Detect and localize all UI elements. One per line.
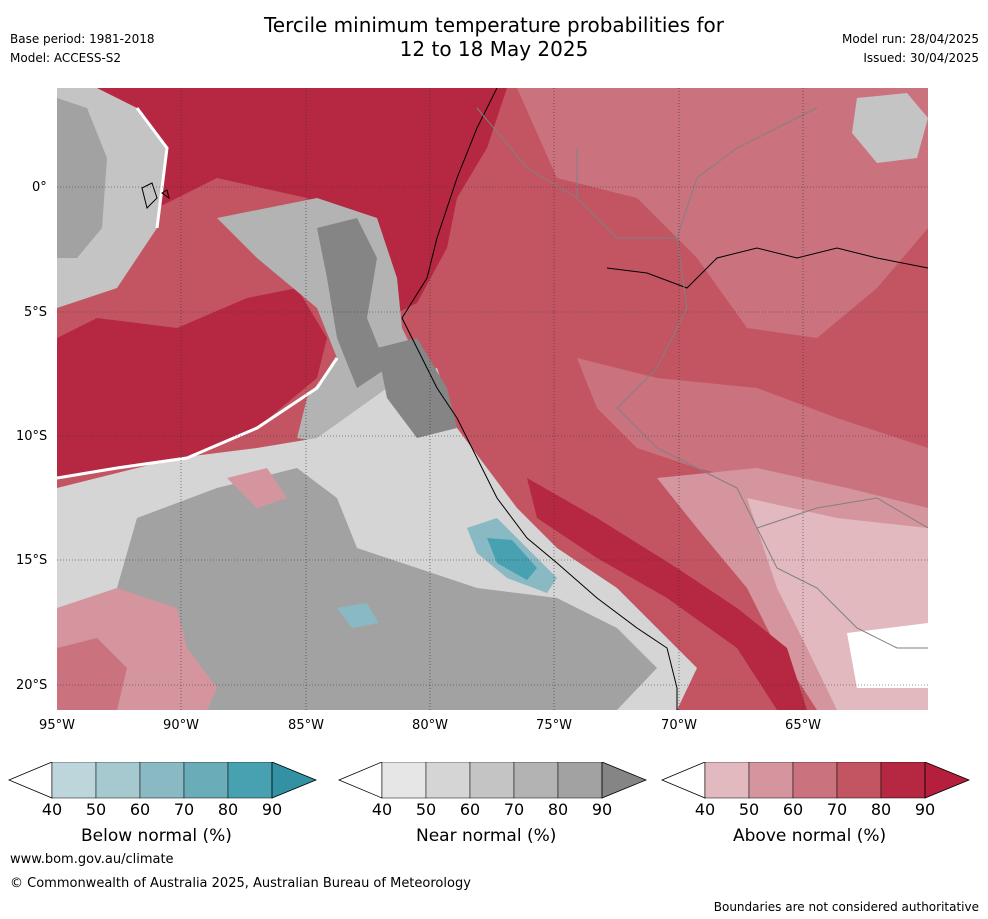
above-tick-label: 70	[826, 800, 848, 819]
near-tick-label: 40	[371, 800, 393, 819]
above-colorbar-cell	[880, 762, 926, 799]
contour-40-line	[57, 107, 339, 480]
near-colorbar-high-extend	[601, 762, 648, 799]
below-tick-label: 60	[129, 800, 151, 819]
above-90-northwest	[57, 88, 507, 318]
legend-below-normal-colorbar	[8, 762, 318, 799]
lon-label-95w: 95°W	[39, 718, 75, 733]
near-colorbar-cell	[425, 762, 471, 799]
legend-above-normal-colorbar	[661, 762, 971, 799]
above-tick-label: 80	[870, 800, 892, 819]
below-colorbar-cells	[8, 762, 318, 799]
above-60-southwest	[57, 638, 127, 710]
lon-label-85w: 85°W	[288, 718, 324, 733]
below-colorbar-cell	[95, 762, 141, 799]
graticule	[57, 88, 928, 710]
below-colorbar-low-extend	[8, 762, 53, 799]
near-colorbar-cells	[338, 762, 648, 799]
above-tick-label: 60	[782, 800, 804, 819]
lon-label-80w: 80°W	[412, 718, 448, 733]
legend-near-title: Near normal (%)	[416, 826, 557, 846]
below-tick-label: 80	[217, 800, 239, 819]
below-colorbar-cell	[51, 762, 97, 799]
model-name: Model: ACCESS-S2	[10, 51, 122, 65]
galapagos-islands	[141, 182, 170, 209]
above-colorbar-cells	[661, 762, 971, 799]
below-tick-label: 50	[85, 800, 107, 819]
above-tick-label: 40	[694, 800, 716, 819]
below-tick-label: 90	[261, 800, 283, 819]
lat-label-20s: 20°S	[16, 678, 48, 693]
model-run: Model run: 28/04/2025	[841, 32, 979, 46]
near-90-tongue	[317, 218, 387, 388]
below-tick-label: 40	[41, 800, 63, 819]
above-50-ocean-patch	[227, 468, 287, 508]
above-colorbar-low-extend	[661, 762, 706, 799]
lat-label-15s: 15°S	[16, 553, 48, 568]
below-colorbar-cell	[227, 762, 273, 799]
below-tick-label: 70	[173, 800, 195, 819]
white-southeast	[847, 623, 928, 688]
near-90-coast	[377, 338, 457, 438]
near-tick-label: 50	[415, 800, 437, 819]
lon-label-75w: 75°W	[536, 718, 572, 733]
near-80-west	[57, 98, 107, 258]
country-borders	[476, 107, 928, 649]
near-tick-label: 70	[503, 800, 525, 819]
near-colorbar-cell	[513, 762, 559, 799]
above-70-interior	[517, 88, 928, 338]
near-tick-label: 60	[459, 800, 481, 819]
near-80-south	[117, 468, 657, 710]
coastline	[401, 88, 678, 710]
above-90-andes	[527, 478, 807, 710]
above-colorbar-cell	[836, 762, 882, 799]
lat-label-0: 0°	[32, 180, 47, 195]
lat-label-5s: 5°S	[24, 305, 48, 320]
near-colorbar-cell	[469, 762, 515, 799]
near-colorbar-cell	[381, 762, 427, 799]
below-colorbar-cell	[183, 762, 229, 799]
near-tick-label: 80	[547, 800, 569, 819]
issued-date: Issued: 30/04/2025	[863, 51, 979, 65]
boundary-disclaimer: Boundaries are not considered authoritat…	[713, 900, 979, 914]
above-tick-label: 90	[914, 800, 936, 819]
above-colorbar-cell	[792, 762, 838, 799]
lon-label-90w: 90°W	[163, 718, 199, 733]
legend-above-title: Above normal (%)	[733, 826, 887, 846]
amazon-river	[606, 247, 928, 289]
above-colorbar-cell	[704, 762, 750, 799]
below-normal-ocean	[337, 603, 379, 628]
below-80-peru-coast	[487, 538, 537, 580]
near-normal-northeast	[852, 93, 928, 163]
below-colorbar-cell	[139, 762, 185, 799]
near-colorbar-cell	[557, 762, 603, 799]
above-colorbar-high-extend	[924, 762, 971, 799]
near-normal-north-tongue	[217, 198, 437, 448]
base-period: Base period: 1981-2018	[10, 32, 155, 46]
map-title-line2: 12 to 18 May 2025	[399, 37, 589, 61]
above-tick-label: 50	[738, 800, 760, 819]
lat-label-10s: 10°S	[16, 429, 48, 444]
probability-map	[57, 88, 928, 710]
near-colorbar-low-extend	[338, 762, 383, 799]
map-title-line1: Tercile minimum temperature probabilitie…	[263, 13, 725, 37]
legend-below-title: Below normal (%)	[81, 826, 232, 846]
lon-label-70w: 70°W	[661, 718, 697, 733]
website-link[interactable]: www.bom.gov.au/climate	[10, 852, 174, 867]
below-colorbar-high-extend	[271, 762, 318, 799]
lon-label-65w: 65°W	[785, 718, 821, 733]
above-colorbar-cell	[748, 762, 794, 799]
copyright-text: © Commonwealth of Australia 2025, Austra…	[10, 876, 471, 891]
above-90-west	[57, 288, 327, 478]
legend-near-normal-colorbar	[338, 762, 648, 799]
near-tick-label: 90	[591, 800, 613, 819]
